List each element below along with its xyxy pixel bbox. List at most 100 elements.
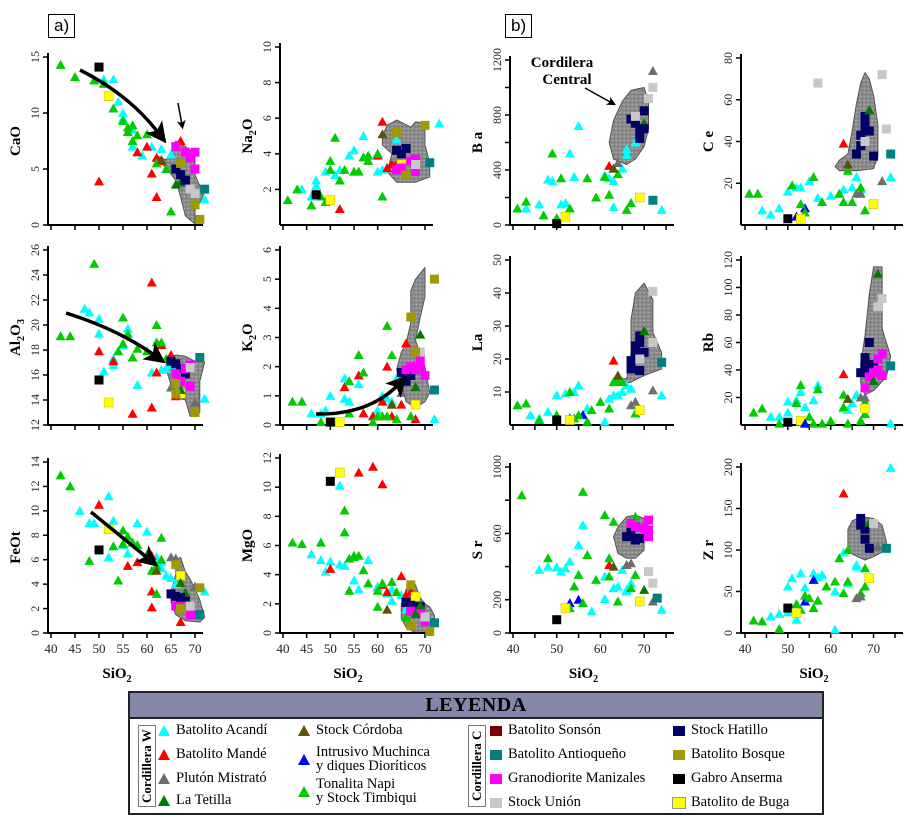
data-point-tonalita-napi-y-stock-timbiqui — [151, 588, 162, 598]
data-point-batolito-acandi — [325, 390, 336, 400]
scatter-panel-ce: 20 40 60 80 C e — [701, 52, 903, 230]
data-point-batolito-bosque — [406, 621, 416, 631]
data-point-batolito-acandi — [98, 366, 109, 376]
data-point-tonalita-napi-y-stock-timbiqui — [358, 565, 369, 575]
data-point-stock-union — [877, 70, 887, 80]
data-point-stock-hatillo — [406, 600, 416, 610]
y-tick-label: 18 — [28, 344, 42, 356]
data-point-pluton-mistrato — [860, 392, 870, 402]
legend-item-batolito-mande: Batolito Mandé — [158, 747, 267, 761]
legend-item-label: La Tetilla — [176, 792, 232, 808]
data-point-batolito-acandi — [851, 559, 862, 569]
data-point-batolito-acandi — [838, 184, 849, 194]
data-point-tonalita-napi-y-stock-timbiqui — [142, 129, 152, 139]
data-point-tonalita-napi-y-stock-timbiqui — [534, 415, 545, 425]
data-point-tonalita-napi-y-stock-timbiqui — [630, 511, 641, 521]
data-point-batolito-acandi — [569, 171, 580, 181]
data-point-stock-hatillo — [639, 124, 649, 134]
data-point-tonalita-napi-y-stock-timbiqui — [118, 538, 128, 548]
y-tick-label: 12 — [28, 419, 42, 431]
y-tick-label: 20 — [721, 177, 735, 189]
y-tick-label: 1200 — [490, 48, 504, 72]
data-point-granodiorite-manizales — [185, 153, 195, 163]
legend-item-label: Batolito Acandí — [176, 722, 268, 738]
data-point-tonalita-napi-y-stock-timbiqui — [604, 553, 615, 563]
x-tick-label: 60 — [371, 641, 384, 656]
data-point-tonalita-napi-y-stock-timbiqui — [757, 403, 768, 413]
data-point-batolito-acandi — [782, 186, 793, 196]
data-point-batolito-de-buga — [335, 467, 345, 478]
data-point-tonalita-napi-y-stock-timbiqui — [808, 171, 819, 181]
y-tick-label: 0 — [28, 222, 42, 228]
y-tick-label: 400 — [490, 161, 504, 179]
data-point-tonalita-napi-y-stock-timbiqui — [612, 169, 623, 179]
data-point-batolito-mande — [401, 338, 412, 348]
data-point-granodiorite-manizales — [411, 154, 421, 164]
data-point-tonalita-napi-y-stock-timbiqui — [774, 623, 785, 633]
y-axis-label: La — [470, 333, 486, 351]
y-tick-label: 100 — [721, 541, 735, 559]
data-point-tonalita-napi-y-stock-timbiqui — [55, 59, 66, 69]
data-point-tonalita-napi-y-stock-timbiqui — [812, 595, 823, 605]
data-point-batolito-de-buga — [410, 399, 421, 410]
x-tick-label: 40 — [739, 641, 752, 656]
y-tick-label: 100 — [721, 279, 735, 297]
data-point-granodiorite-manizales — [176, 376, 186, 386]
data-point-pluton-mistrato — [630, 396, 641, 406]
data-point-batolito-mande — [94, 176, 104, 186]
data-point-batolito-acandi — [386, 595, 397, 605]
data-point-stock-cordoba — [612, 370, 623, 380]
data-point-batolito-antioqueno — [652, 593, 662, 603]
y-tick-label: 16 — [28, 369, 42, 381]
data-point-batolito-acandi — [434, 118, 445, 128]
data-point-gabro-anserma — [94, 62, 104, 72]
data-point-batolito-mande — [353, 467, 364, 477]
data-point-batolito-acandi — [103, 552, 114, 562]
data-point-stock-union — [411, 159, 421, 169]
y-tick-label: 80 — [721, 309, 735, 321]
scatter-panel-cao: 0 5 10 15 CaO — [8, 51, 210, 230]
data-point-batolito-acandi — [199, 393, 210, 403]
data-point-tonalita-napi-y-stock-timbiqui — [842, 418, 853, 428]
data-point-batolito-mande — [175, 617, 186, 627]
data-point-batolito-acandi — [108, 74, 119, 84]
data-point-gabro-anserma — [311, 190, 321, 200]
data-point-tonalita-napi-y-stock-timbiqui — [386, 350, 397, 359]
data-point-granodiorite-manizales — [180, 147, 190, 157]
data-point-batolito-bosque — [176, 158, 186, 168]
data-point-tonalita-napi-y-stock-timbiqui — [65, 481, 76, 491]
data-point-batolito-acandi — [132, 380, 143, 389]
data-point-granodiorite-manizales — [644, 525, 654, 535]
data-point-stock-hatillo — [392, 145, 402, 155]
legend-item-label: Batolito Mandé — [176, 746, 267, 762]
square-marker-icon — [673, 773, 685, 784]
y-tick-label: 40 — [490, 287, 504, 299]
data-point-gabro-anserma — [783, 603, 793, 613]
data-point-stock-hatillo — [180, 175, 190, 185]
data-point-batolito-acandi — [330, 170, 341, 180]
data-point-batolito-mande — [838, 138, 849, 148]
data-point-batolito-acandi — [311, 180, 322, 190]
data-point-tonalita-napi-y-stock-timbiqui — [838, 402, 849, 412]
data-point-tonalita-napi-y-stock-timbiqui — [812, 384, 823, 394]
y-tick-label: 8 — [28, 532, 42, 538]
x-tick-label: 45 — [300, 641, 313, 656]
y-tick-label: 150 — [721, 500, 735, 518]
data-point-tonalita-napi-y-stock-timbiqui — [118, 312, 128, 322]
data-point-gabro-anserma — [94, 545, 104, 555]
data-point-batolito-acandi — [156, 143, 167, 153]
data-point-batolito-acandi — [573, 121, 584, 130]
legend-item-label: Batolito Sonsón — [508, 722, 602, 738]
data-point-tonalita-napi-y-stock-timbiqui — [405, 411, 416, 421]
data-point-granodiorite-manizales — [415, 362, 425, 372]
data-point-tonalita-napi-y-stock-timbiqui — [825, 415, 836, 425]
data-point-batolito-acandi — [851, 171, 862, 181]
y-tick-label: 2 — [260, 601, 274, 607]
data-point-batolito-acandi — [617, 387, 628, 396]
data-point-stock-hatillo — [630, 347, 640, 357]
data-point-batolito-acandi — [656, 604, 667, 614]
triangle-marker-icon — [298, 725, 310, 737]
data-point-batolito-mande — [410, 414, 421, 424]
data-point-batolito-mande — [377, 116, 388, 126]
legend-item-pluton-mistrato: Plutón Mistrató — [158, 771, 267, 785]
